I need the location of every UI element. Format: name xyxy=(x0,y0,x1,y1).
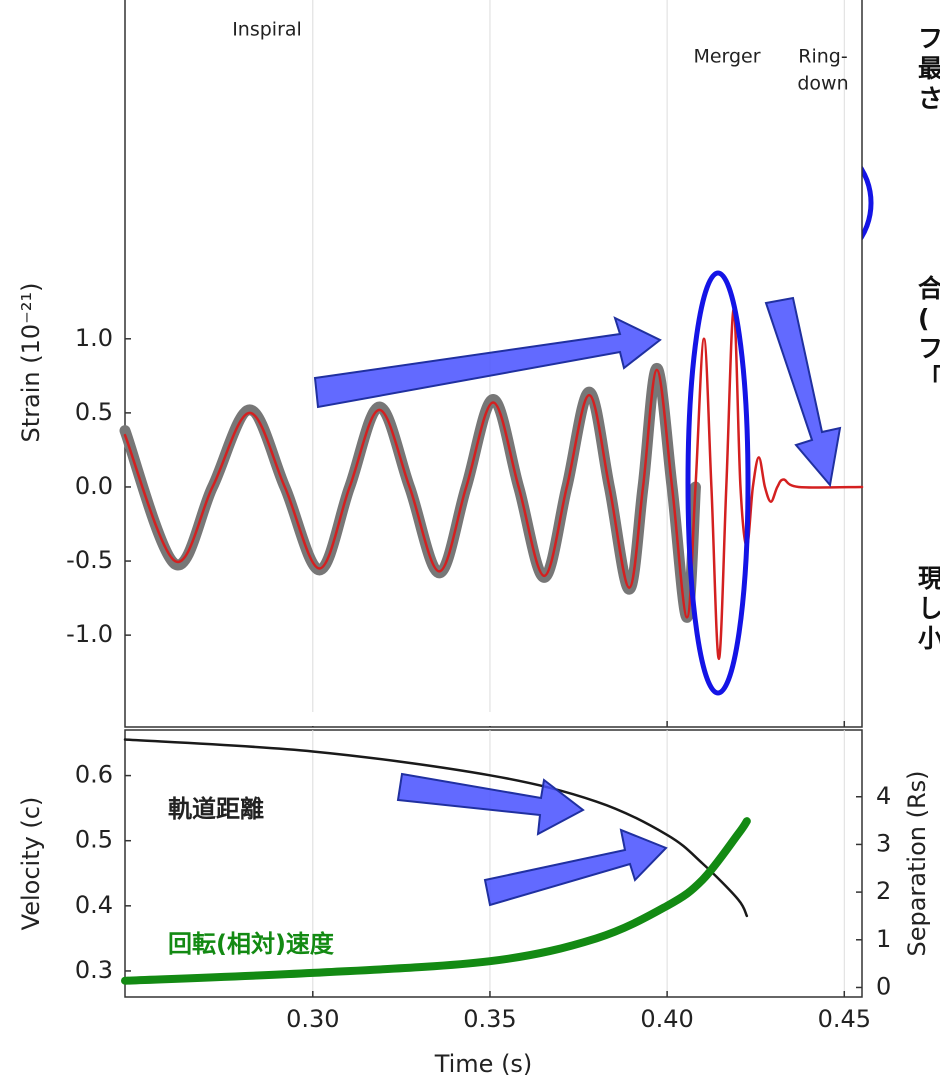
y2-tick-label: 0 xyxy=(876,972,891,1000)
y-axis-label: Strain (10⁻²¹) xyxy=(17,283,45,443)
y2-tick-label: 1 xyxy=(876,925,891,953)
y2-tick-label: 3 xyxy=(876,829,891,857)
phase-label: Merger xyxy=(693,46,760,68)
y-tick-label: 0.4 xyxy=(75,891,113,919)
x-tick-label: 0.35 xyxy=(463,1005,516,1033)
side-text-line: 小 xyxy=(918,624,940,653)
side-text-line: 最 xyxy=(918,54,940,83)
figure: 1.00.50.0-0.5-1.0Strain (10⁻²¹)0.300.350… xyxy=(0,0,940,1091)
side-text-line: フ xyxy=(918,24,940,53)
y2-tick-label: 2 xyxy=(876,877,891,905)
x-tick-label: 0.45 xyxy=(818,1005,871,1033)
side-text-line: フ xyxy=(918,334,940,363)
y-tick-label: 1.0 xyxy=(75,324,113,352)
side-text-line: さ xyxy=(918,84,940,113)
phase-label: down xyxy=(797,73,848,95)
annotation: 軌道距離 xyxy=(168,795,264,823)
y-tick-label: 0.5 xyxy=(75,398,113,426)
y2-axis-label: Separation (Rs) xyxy=(903,770,931,956)
x-axis-label: Time (s) xyxy=(434,1050,533,1078)
phase-label: Ring- xyxy=(798,46,847,68)
mask-strip xyxy=(140,712,505,726)
annotation: 回転(相対)速度 xyxy=(168,930,335,958)
y-tick-label: -1.0 xyxy=(66,620,113,648)
side-text-line: 現 xyxy=(918,564,940,593)
y-tick-label: 0.5 xyxy=(75,826,113,854)
y-tick-label: 0.3 xyxy=(75,956,113,984)
y-tick-label: 0.6 xyxy=(75,761,113,789)
x-tick-label: 0.30 xyxy=(286,1005,339,1033)
page: {"chart_data": [ {"type": "line", "ylabe… xyxy=(0,0,940,1091)
y-tick-label: -0.5 xyxy=(66,546,113,574)
side-text-line: 「 xyxy=(918,364,940,393)
side-text-line: し xyxy=(918,594,940,623)
y-tick-label: 0.0 xyxy=(75,472,113,500)
phase-label: Inspiral xyxy=(232,19,302,41)
side-text-line: ( xyxy=(918,304,929,333)
y2-tick-label: 4 xyxy=(876,782,891,810)
x-tick-label: 0.40 xyxy=(640,1005,693,1033)
side-text-line: 合 xyxy=(918,274,940,303)
y-axis-label: Velocity (c) xyxy=(17,797,45,931)
